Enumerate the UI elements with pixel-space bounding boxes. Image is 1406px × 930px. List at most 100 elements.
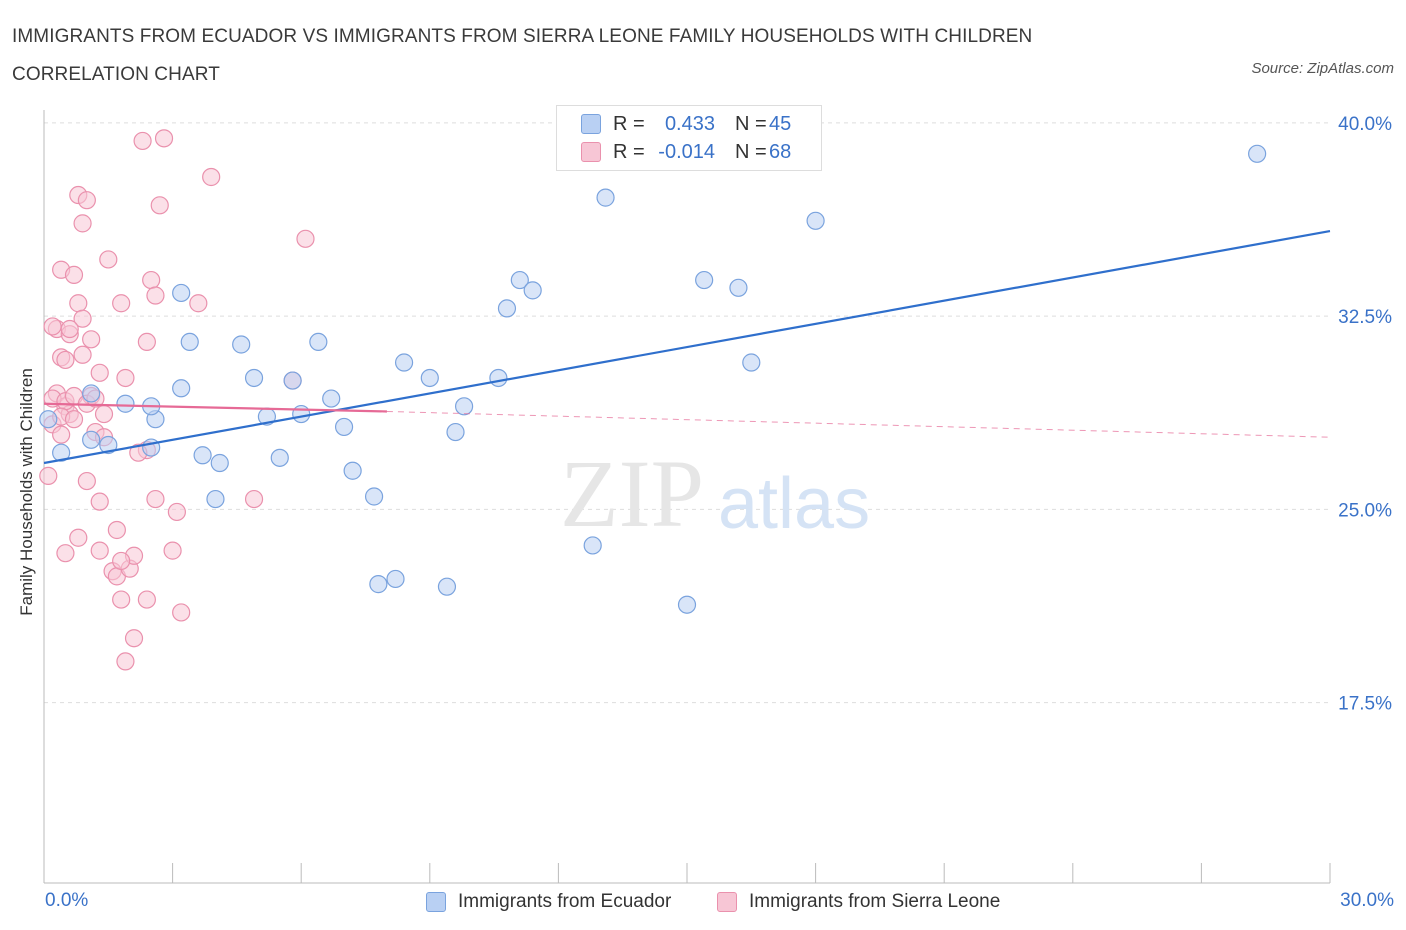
ecuador-point — [394, 353, 414, 372]
sierra-leone-point — [39, 466, 58, 485]
ecuador-point — [806, 211, 825, 230]
sierra-leone-point — [150, 196, 169, 215]
sierra-leone-point — [189, 294, 208, 313]
watermark: ZIP atlas — [560, 440, 870, 547]
watermark-atlas: atlas — [718, 464, 870, 544]
chart-title: IMMIGRANTS FROM ECUADOR VS IMMIGRANTS FR… — [12, 26, 1033, 85]
ecuador-point — [742, 353, 761, 372]
sierra-leone-point — [73, 309, 92, 328]
sierra-leone-point — [146, 286, 165, 305]
n-label: N = — [735, 112, 767, 135]
sierra-leone-point — [90, 492, 109, 511]
r-value-ecuador: 0.433 — [664, 112, 715, 135]
sierra-leone-point — [142, 270, 161, 290]
y-tick-label: 40.0% — [1338, 114, 1392, 135]
legend-row-ecuador: R = 0.433 N = 45 — [581, 112, 791, 136]
r-label: R = — [613, 112, 645, 135]
ecuador-point — [99, 435, 118, 455]
sierra-leone-point — [167, 502, 186, 522]
r-value-sierra-leone: -0.014 — [658, 140, 715, 163]
y-tick-label: 32.5% — [1338, 307, 1392, 328]
ecuador-point — [309, 332, 328, 351]
legend-row-sierra-leone: R = -0.014 N = 68 — [581, 140, 791, 164]
ecuador-point — [420, 368, 439, 388]
ecuador-point — [454, 397, 474, 416]
source-credit: Source: ZipAtlas.com — [1251, 60, 1394, 77]
ecuador-point — [172, 283, 191, 303]
sierra-leone-point — [112, 551, 131, 571]
trendlines — [43, 230, 1331, 465]
ecuador-point — [364, 487, 384, 506]
bottom-legend-sierra-leone: Immigrants from Sierra Leone — [717, 889, 1000, 915]
ecuador-legend-swatch — [426, 892, 446, 912]
axes — [43, 110, 1331, 884]
y-tick-label: 17.5% — [1338, 694, 1392, 715]
sierra-leone-point — [77, 191, 96, 210]
sierra-leone-trendline-dashed — [386, 410, 1331, 438]
ecuador-point — [82, 430, 101, 449]
x-tick-label-max: 30.0% — [1340, 890, 1394, 911]
sierra-leone-swatch — [581, 142, 601, 162]
ecuador-point — [583, 536, 602, 555]
ecuador-point — [510, 270, 529, 290]
sierra-leone-point — [116, 368, 135, 388]
ecuador-trendline — [43, 230, 1331, 465]
ecuador-point — [334, 417, 354, 437]
ecuador-point — [523, 281, 542, 300]
sierra-leone-point — [56, 544, 75, 563]
sierra-leone-point — [90, 363, 109, 382]
ecuador-point — [343, 461, 362, 480]
ecuador-point — [210, 453, 229, 473]
sierra-leone-point — [137, 332, 156, 351]
ecuador-point — [446, 422, 465, 442]
sierra-leone-point — [64, 410, 84, 429]
sierra-leone-point — [116, 652, 135, 671]
sierra-leone-point — [172, 603, 191, 622]
ecuador-point — [180, 332, 199, 351]
x-tick-label-min: 0.0% — [45, 890, 89, 911]
ecuador-point — [39, 410, 58, 429]
ecuador-point — [596, 188, 615, 207]
correlation-legend: R = 0.433 N = 45 R = -0.014 N = 68 — [556, 105, 822, 171]
sierra-leone-point — [73, 214, 92, 233]
ecuador-point — [1248, 144, 1267, 163]
ecuador-points — [39, 144, 1267, 614]
ecuador-point — [386, 569, 405, 589]
sierra-leone-point — [60, 319, 79, 339]
ecuador-point — [437, 577, 457, 596]
sierra-leone-point — [133, 131, 152, 151]
ecuador-point — [489, 368, 508, 388]
sierra-leone-point — [52, 425, 71, 444]
n-label: N = — [735, 140, 767, 163]
sierra-leone-point — [163, 541, 182, 560]
sierra-leone-point — [244, 489, 264, 509]
ecuador-point — [283, 371, 302, 390]
sierra-leone-trendline — [43, 402, 387, 413]
ecuador-point — [172, 379, 191, 398]
legend-label-ecuador: Immigrants from Ecuador — [458, 891, 672, 912]
sierra-leone-point — [69, 294, 88, 313]
sierra-leone-point — [146, 489, 165, 509]
sierra-leone-legend-swatch — [717, 892, 737, 912]
sierra-leone-point — [64, 265, 84, 285]
ecuador-point — [82, 384, 101, 403]
n-value-ecuador: 45 — [769, 112, 792, 135]
watermark-zip: ZIP — [560, 440, 704, 547]
sierra-leone-point — [69, 528, 88, 547]
sierra-leone-point — [90, 541, 109, 560]
ecuador-point — [206, 489, 225, 509]
r-label: R = — [613, 140, 645, 163]
ecuador-point — [292, 404, 311, 424]
ecuador-point — [369, 575, 388, 594]
sierra-leone-point — [154, 129, 174, 148]
sierra-leone-points — [39, 129, 315, 671]
ecuador-point — [193, 446, 212, 465]
ecuador-point — [244, 368, 264, 388]
bottom-legend-ecuador: Immigrants from Ecuador — [426, 889, 671, 915]
sierra-leone-point — [73, 345, 92, 364]
gridlines — [44, 122, 1330, 704]
y-tick-label: 25.0% — [1338, 500, 1392, 521]
ecuador-point — [729, 278, 748, 297]
n-value-sierra-leone: 68 — [769, 140, 792, 163]
